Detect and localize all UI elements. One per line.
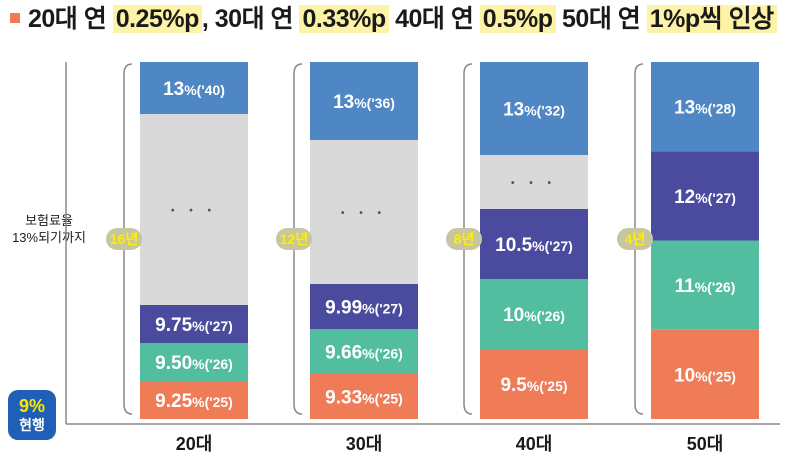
- current-rate-label: 현행: [19, 417, 45, 433]
- data-label-30대-0: 9.33%('25): [325, 388, 403, 409]
- period-label-40대: 8년: [454, 231, 475, 247]
- period-label-50대: 4년: [625, 231, 646, 247]
- current-rate-badge: 9% 현행: [8, 390, 56, 440]
- category-label-20대: 20대: [176, 434, 213, 454]
- bar-segment-30대-2: [310, 284, 418, 329]
- title-part-6: 50대 연: [555, 5, 647, 33]
- bar-segment-50대-3: [651, 62, 759, 152]
- bar-segment-50대-0: [651, 329, 759, 419]
- gap-ellipsis-20대: • • •: [171, 206, 217, 217]
- title-text: 20대 연 0.25%p, 30대 연 0.33%p 40대 연 0.5%p 5…: [28, 2, 777, 36]
- period-pill-20대: [106, 228, 142, 250]
- bar-segment-40대-3: [480, 155, 588, 209]
- title-highlight-1: 0.25%p: [112, 5, 202, 33]
- bar-segment-50대-1: [651, 240, 759, 330]
- y-axis-label-line-1: 보험료율: [25, 213, 73, 228]
- data-label-20대-1: 9.50%('26): [155, 353, 233, 374]
- data-label-30대-2: 9.99%('27): [325, 298, 403, 319]
- bar-segment-30대-0: [310, 374, 418, 419]
- period-label-30대: 12년: [280, 231, 308, 247]
- data-label-40대-1: 10%('26): [503, 305, 565, 326]
- chart-title: 20대 연 0.25%p, 30대 연 0.33%p 40대 연 0.5%p 5…: [0, 0, 792, 40]
- data-label-30대-4: 13%('36): [333, 92, 395, 113]
- category-label-50대: 50대: [687, 434, 724, 454]
- data-label-50대-2: 12%('27): [674, 187, 736, 208]
- title-highlight-5: 0.5%p: [479, 5, 556, 33]
- gap-ellipsis-40대: • • •: [511, 178, 557, 189]
- title-part-2: , 30대 연: [201, 5, 300, 33]
- title-highlight-7: 1%p씩 인상: [646, 5, 777, 33]
- category-label-40대: 40대: [516, 434, 553, 454]
- bar-segment-20대-3: [140, 114, 248, 305]
- period-pill-30대: [276, 228, 312, 250]
- bar-segment-30대-4: [310, 62, 418, 140]
- bar-segment-20대-4: [140, 62, 248, 114]
- data-label-20대-2: 9.75%('27): [155, 315, 233, 336]
- period-pill-50대: [617, 228, 653, 250]
- title-part-0: 20대 연: [28, 5, 113, 33]
- category-label-30대: 30대: [346, 434, 383, 454]
- bar-segment-50대-2: [651, 151, 759, 241]
- bar-segment-40대-0: [480, 349, 588, 419]
- y-axis-label-line-2: 13%되기까지: [12, 230, 86, 245]
- period-label-20대: 16년: [110, 231, 138, 247]
- bar-segment-20대-1: [140, 343, 248, 381]
- data-label-40대-0: 9.5%('25): [500, 375, 567, 396]
- bar-segment-40대-2: [480, 209, 588, 279]
- period-pill-40대: [446, 228, 482, 250]
- data-label-30대-1: 9.66%('26): [325, 343, 403, 364]
- title-part-4: 40대 연: [388, 5, 480, 33]
- data-label-20대-4: 13%('40): [163, 79, 225, 100]
- data-label-50대-3: 13%('28): [674, 98, 736, 119]
- bar-segment-30대-1: [310, 329, 418, 374]
- bar-segment-40대-4: [480, 62, 588, 155]
- data-label-50대-0: 10%('25): [674, 365, 736, 386]
- y-axis-label: 보험료율 13%되기까지: [2, 212, 96, 246]
- bar-segment-20대-0: [140, 381, 248, 419]
- title-highlight-3: 0.33%p: [299, 5, 389, 33]
- data-label-40대-4: 13%('32): [503, 100, 565, 121]
- data-label-50대-1: 11%('26): [675, 276, 736, 297]
- bar-segment-40대-1: [480, 279, 588, 349]
- bar-segment-30대-3: [310, 140, 418, 284]
- data-label-40대-2: 10.5%('27): [495, 235, 573, 256]
- data-label-20대-0: 9.25%('25): [155, 391, 233, 412]
- gap-ellipsis-30대: • • •: [341, 208, 387, 219]
- bar-segment-20대-2: [140, 305, 248, 343]
- current-rate-value: 9%: [18, 396, 45, 416]
- title-bullet-icon: [10, 13, 20, 23]
